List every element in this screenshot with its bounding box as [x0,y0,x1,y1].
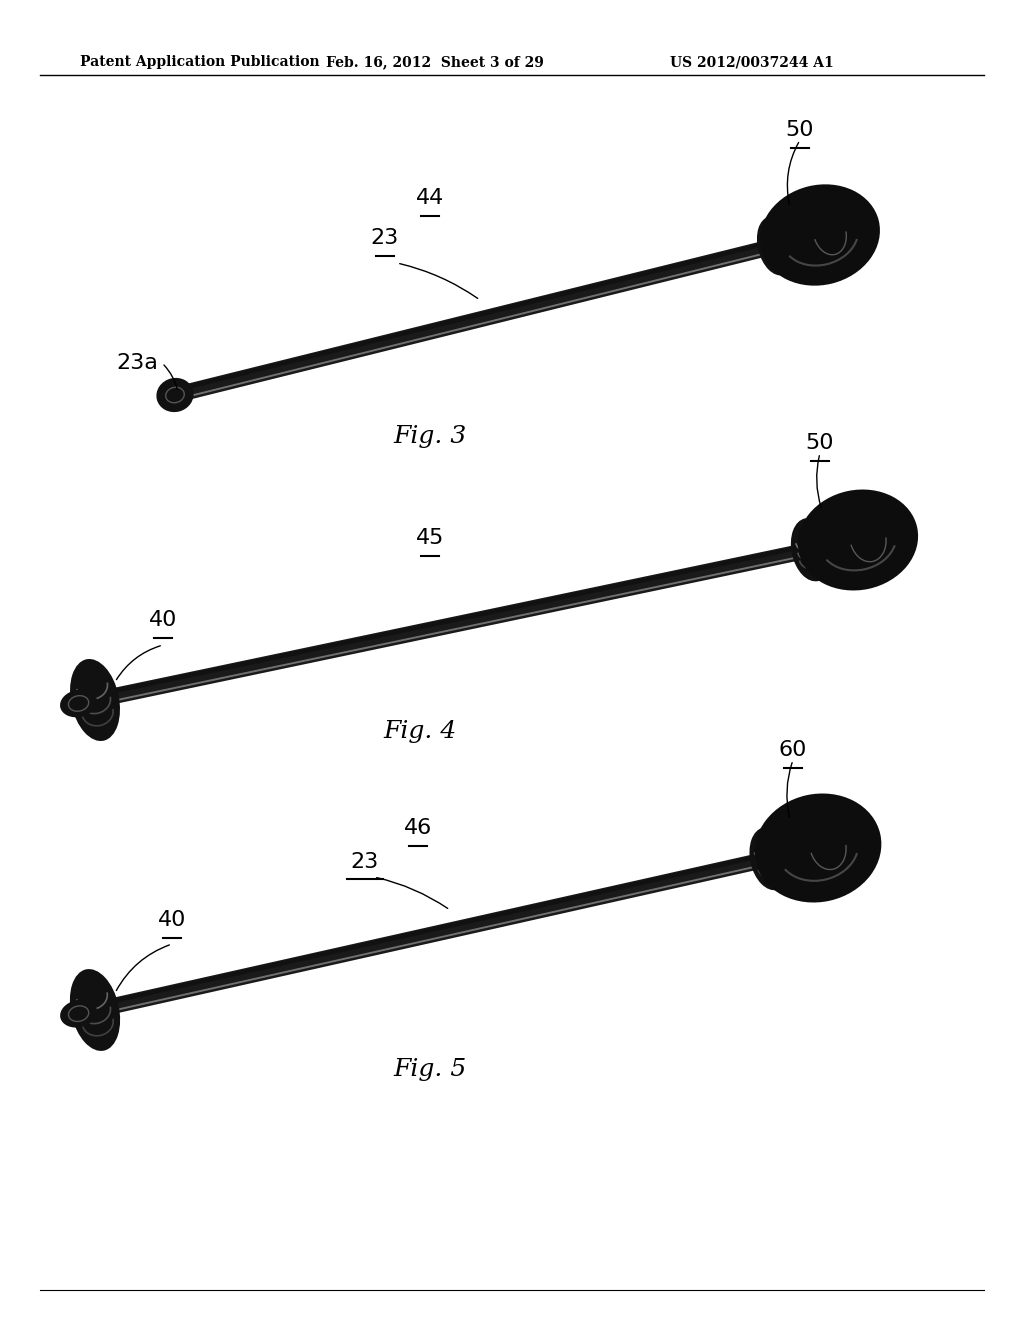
Ellipse shape [70,969,120,1051]
Polygon shape [110,857,795,1012]
Polygon shape [109,549,835,702]
Text: Fig. 5: Fig. 5 [393,1059,467,1081]
Ellipse shape [70,659,120,741]
Text: Feb. 16, 2012  Sheet 3 of 29: Feb. 16, 2012 Sheet 3 of 29 [326,55,544,69]
Polygon shape [186,234,797,389]
Text: Fig. 4: Fig. 4 [383,719,457,743]
Text: Fig. 3: Fig. 3 [393,425,467,447]
Text: 23: 23 [351,851,379,873]
Ellipse shape [791,519,833,581]
Text: 50: 50 [785,120,814,140]
Ellipse shape [157,378,194,412]
Text: 23: 23 [371,228,399,248]
Polygon shape [106,539,834,694]
Text: 60: 60 [779,741,807,760]
Text: US 2012/0037244 A1: US 2012/0037244 A1 [670,55,834,69]
Text: 50: 50 [806,433,835,453]
Text: 23a: 23a [116,352,158,374]
Text: 40: 40 [158,909,186,931]
Ellipse shape [755,793,882,903]
Text: 40: 40 [148,610,177,630]
Text: 46: 46 [403,818,432,838]
Ellipse shape [798,490,919,590]
Ellipse shape [750,828,791,890]
Ellipse shape [60,999,97,1027]
Ellipse shape [60,689,97,717]
Ellipse shape [760,185,880,285]
Text: 45: 45 [416,528,444,548]
Polygon shape [106,537,836,705]
Polygon shape [186,232,800,400]
Polygon shape [106,846,793,1005]
Polygon shape [189,244,799,397]
Text: 44: 44 [416,187,444,209]
Text: Patent Application Publication: Patent Application Publication [80,55,319,69]
Ellipse shape [757,216,795,276]
Polygon shape [106,846,796,1015]
